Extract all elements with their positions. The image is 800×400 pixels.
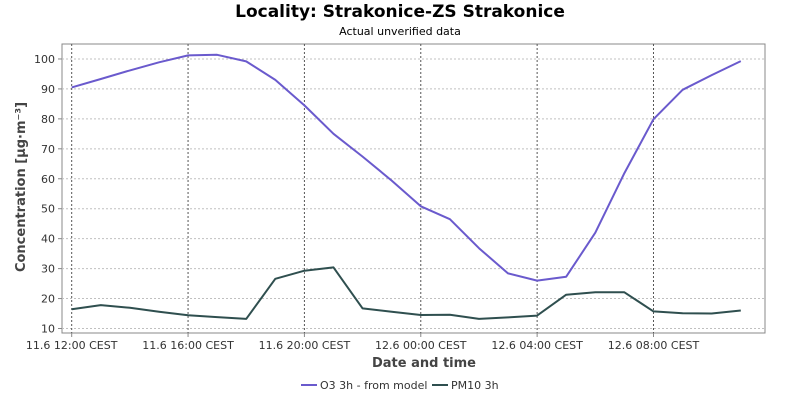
grid-lines bbox=[62, 44, 765, 333]
y-axis-ticks: 10 20 30 40 50 60 70 80 90 100 bbox=[34, 53, 62, 336]
legend-label-o3: O3 3h - from model bbox=[320, 379, 427, 392]
y-tick-label: 40 bbox=[41, 233, 55, 246]
chart-subtitle: Actual unverified data bbox=[339, 25, 461, 38]
x-tick-label: 11.6 20:00 CEST bbox=[259, 339, 351, 352]
y-tick-label: 90 bbox=[41, 83, 55, 96]
x-axis-ticks: 11.6 12:00 CEST 11.6 16:00 CEST 11.6 20:00… bbox=[26, 333, 700, 352]
y-tick-label: 60 bbox=[41, 173, 55, 186]
legend: O3 3h - from model PM10 3h bbox=[301, 379, 499, 392]
y-tick-label: 10 bbox=[41, 323, 55, 336]
plot-area bbox=[61, 43, 766, 334]
series-line-pm10 bbox=[71, 266, 741, 320]
x-tick-label: 12.6 04:00 CEST bbox=[491, 339, 583, 352]
y-axis-label: Concentration [µg·m⁻³] bbox=[14, 102, 29, 272]
series-lines bbox=[71, 53, 742, 320]
x-tick-label: 12.6 08:00 CEST bbox=[608, 339, 700, 352]
x-axis-label: Date and time bbox=[372, 356, 476, 371]
chart-title: Locality: Strakonice-ZS Strakonice bbox=[235, 2, 565, 22]
y-tick-label: 70 bbox=[41, 143, 55, 156]
y-tick-label: 100 bbox=[34, 53, 55, 66]
x-tick-label: 11.6 12:00 CEST bbox=[26, 339, 118, 352]
x-tick-label: 11.6 16:00 CEST bbox=[142, 339, 234, 352]
y-tick-label: 50 bbox=[41, 203, 55, 216]
series-line-o3 bbox=[71, 53, 742, 282]
y-tick-label: 80 bbox=[41, 113, 55, 126]
y-tick-label: 30 bbox=[41, 263, 55, 276]
x-tick-label: 12.6 00:00 CEST bbox=[375, 339, 467, 352]
y-tick-label: 20 bbox=[41, 293, 55, 306]
legend-label-pm10: PM10 3h bbox=[451, 379, 499, 392]
